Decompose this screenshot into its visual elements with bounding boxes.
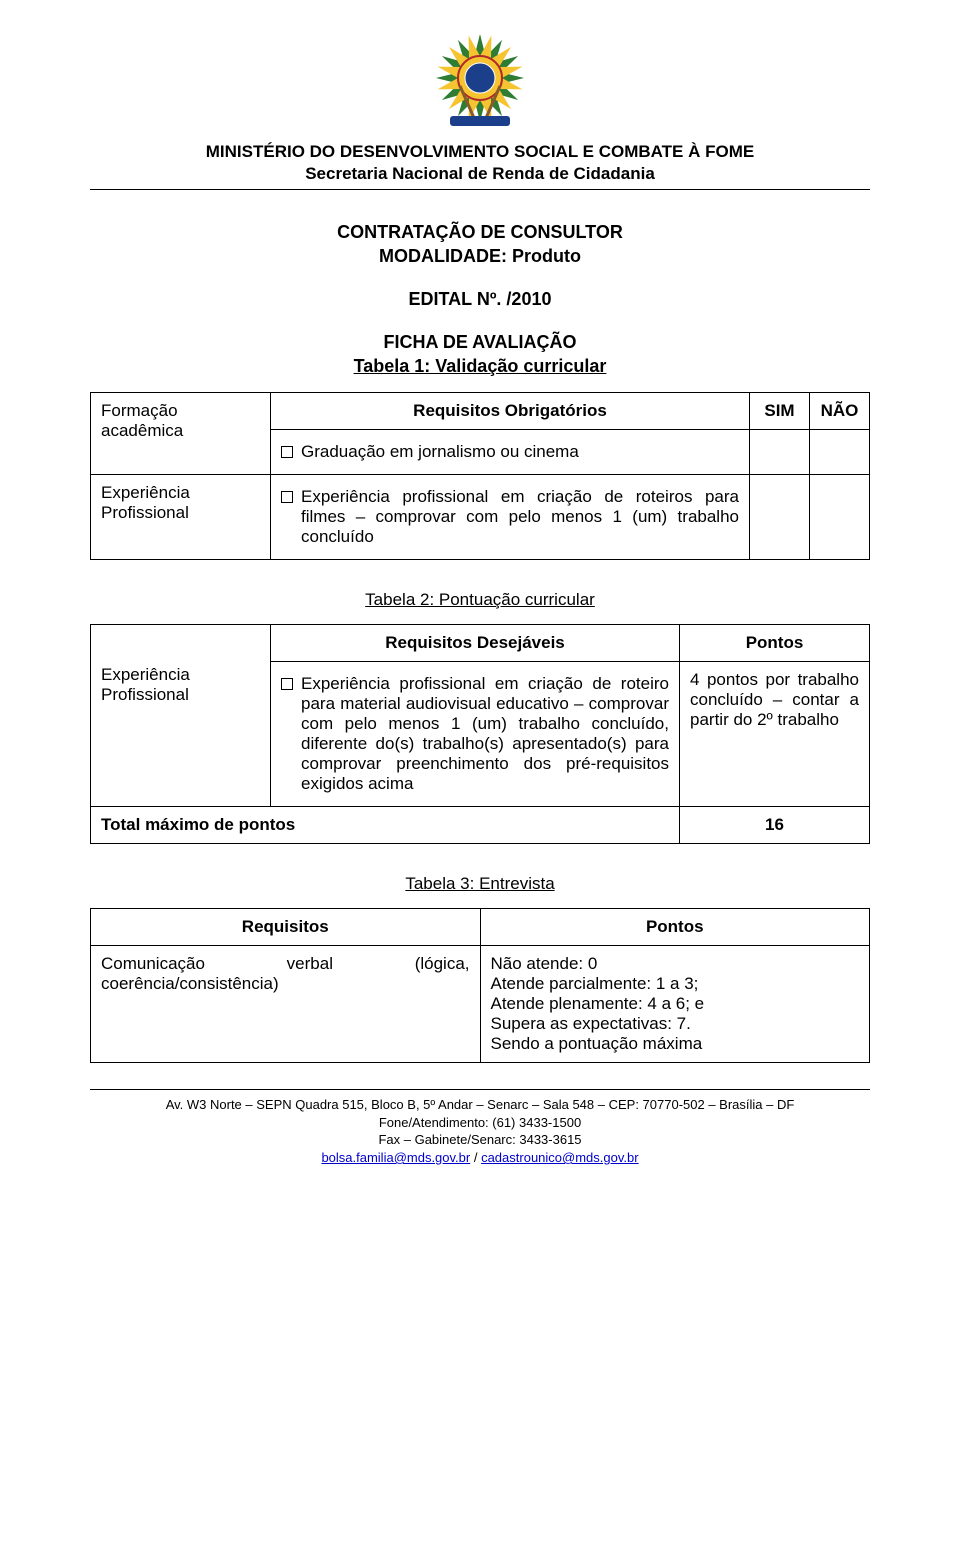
table3-entrevista: Requisitos Pontos Comunicação verbal (ló… xyxy=(90,908,870,1063)
footer-sep: / xyxy=(470,1150,481,1165)
t3-head-pontos: Pontos xyxy=(480,909,870,946)
t1-head-nao: NÃO xyxy=(810,393,870,430)
header-ministry: MINISTÉRIO DO DESENVOLVIMENTO SOCIAL E C… xyxy=(90,141,870,163)
title-line2: MODALIDADE: Produto xyxy=(90,244,870,268)
t2-total-label: Total máximo de pontos xyxy=(91,807,680,844)
footer-line2: Fone/Atendimento: (61) 3433-1500 xyxy=(90,1114,870,1132)
checkbox-icon xyxy=(281,678,293,690)
table2-pontuacao: Experiência Profissional Requisitos Dese… xyxy=(90,624,870,844)
t2-row-pontos: 4 pontos por trabalho concluído – contar… xyxy=(680,662,870,807)
header-divider xyxy=(90,189,870,190)
t2-row-item: Experiência profissional em criação de r… xyxy=(301,674,669,794)
t1-row2-label: Experiência Profissional xyxy=(91,475,271,560)
t1-row2-nao xyxy=(810,475,870,560)
tabela2-caption: Tabela 2: Pontuação curricular xyxy=(90,590,870,610)
t1-row1-sim xyxy=(750,430,810,475)
ficha-title: FICHA DE AVALIAÇÃO xyxy=(90,330,870,354)
checkbox-icon xyxy=(281,446,293,458)
footer-line3: Fax – Gabinete/Senarc: 3433-3615 xyxy=(90,1131,870,1149)
title-line1: CONTRATAÇÃO DE CONSULTOR xyxy=(90,220,870,244)
footer-divider xyxy=(90,1089,870,1090)
t1-row1-item: Graduação em jornalismo ou cinema xyxy=(301,442,739,462)
t3-row-req: Comunicação verbal (lógica, coerência/co… xyxy=(91,946,481,1063)
edital-line: EDITAL Nº. /2010 xyxy=(90,289,870,310)
header-secretariat: Secretaria Nacional de Renda de Cidadani… xyxy=(90,163,870,185)
t1-head-req: Requisitos Obrigatórios xyxy=(271,393,750,430)
footer-line1: Av. W3 Norte – SEPN Quadra 515, Bloco B,… xyxy=(90,1096,870,1114)
t2-row-cell: Experiência profissional em criação de r… xyxy=(271,662,680,807)
t1-row1-cell: Graduação em jornalismo ou cinema xyxy=(271,430,750,475)
tabela3-caption: Tabela 3: Entrevista xyxy=(90,874,870,894)
footer-email1[interactable]: bolsa.familia@mds.gov.br xyxy=(321,1150,470,1165)
t1-row2-item: Experiência profissional em criação de r… xyxy=(301,487,739,547)
t2-row-label: Experiência Profissional xyxy=(91,625,271,807)
t1-head-sim: SIM xyxy=(750,393,810,430)
t1-row2-sim xyxy=(750,475,810,560)
t3-head-req: Requisitos xyxy=(91,909,481,946)
footer-email2[interactable]: cadastrounico@mds.gov.br xyxy=(481,1150,638,1165)
t2-head-req: Requisitos Desejáveis xyxy=(271,625,680,662)
t1-row1-label: Formação acadêmica xyxy=(91,393,271,475)
t2-head-pontos: Pontos xyxy=(680,625,870,662)
footer: Av. W3 Norte – SEPN Quadra 515, Bloco B,… xyxy=(90,1096,870,1166)
tabela1-caption: Tabela 1: Validação curricular xyxy=(90,354,870,378)
t2-total-value: 16 xyxy=(680,807,870,844)
t3-row-pontos: Não atende: 0 Atende parcialmente: 1 a 3… xyxy=(480,946,870,1063)
checkbox-icon xyxy=(281,491,293,503)
table1-validacao: Formação acadêmica Requisitos Obrigatóri… xyxy=(90,392,870,560)
t1-row2-cell: Experiência profissional em criação de r… xyxy=(271,475,750,560)
t1-row1-nao xyxy=(810,430,870,475)
national-emblem xyxy=(90,30,870,135)
